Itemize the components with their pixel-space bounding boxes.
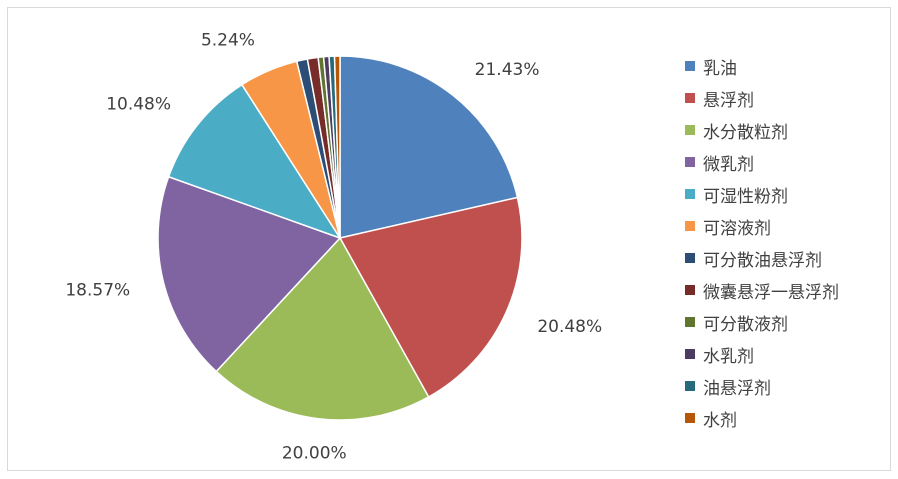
legend-item: 乳油 bbox=[685, 50, 885, 82]
legend-swatch bbox=[685, 317, 695, 327]
legend-swatch bbox=[685, 221, 695, 231]
legend-item: 油悬浮剂 bbox=[685, 370, 885, 402]
legend-label: 可溶液剂 bbox=[703, 218, 771, 239]
pie-slice-5 bbox=[167, 83, 342, 240]
pie-slice-1 bbox=[339, 55, 519, 239]
legend-swatch bbox=[685, 349, 695, 359]
pie-slice-12 bbox=[333, 55, 341, 239]
legend-swatch bbox=[685, 381, 695, 391]
legend-item: 微乳剂 bbox=[685, 146, 885, 178]
legend-item: 可溶液剂 bbox=[685, 210, 885, 242]
legend-item: 悬浮剂 bbox=[685, 82, 885, 114]
pie-data-label-1: 21.43% bbox=[475, 60, 540, 80]
legend-label: 水乳剂 bbox=[703, 346, 754, 367]
pie-slice-3 bbox=[215, 236, 430, 421]
legend-label: 可分散液剂 bbox=[703, 314, 788, 335]
legend-item: 水剂 bbox=[685, 402, 885, 434]
legend-label: 可分散油悬浮剂 bbox=[703, 250, 822, 271]
legend-label: 乳油 bbox=[703, 58, 737, 79]
legend-label: 悬浮剂 bbox=[703, 90, 754, 111]
legend-swatch bbox=[685, 285, 695, 295]
legend-label: 微乳剂 bbox=[703, 154, 754, 175]
legend-label: 油悬浮剂 bbox=[703, 378, 771, 399]
pie-slice-4 bbox=[157, 175, 342, 373]
legend-swatch bbox=[685, 189, 695, 199]
legend-label: 水剂 bbox=[703, 410, 737, 431]
legend-swatch bbox=[685, 253, 695, 263]
legend-item: 水分散粒剂 bbox=[685, 114, 885, 146]
pie-slice-2 bbox=[338, 196, 523, 398]
pie-data-label-5: 10.48% bbox=[106, 94, 171, 114]
legend-item: 可湿性粉剂 bbox=[685, 178, 885, 210]
pie-data-label-4: 18.57% bbox=[65, 280, 130, 300]
legend-item: 可分散液剂 bbox=[685, 306, 885, 338]
legend-label: 水分散粒剂 bbox=[703, 122, 788, 143]
legend-swatch bbox=[685, 413, 695, 423]
chart-legend: 乳油悬浮剂水分散粒剂微乳剂可湿性粉剂可溶液剂可分散油悬浮剂 微囊悬浮一悬浮剂 可分散… bbox=[685, 50, 885, 434]
pie-data-label-3: 20.00% bbox=[282, 443, 347, 463]
pie-data-label-6: 5.24% bbox=[201, 30, 255, 50]
legend-swatch bbox=[685, 157, 695, 167]
legend-label: 可湿性粉剂 bbox=[703, 186, 788, 207]
legend-item: 可分散油悬浮剂 bbox=[685, 242, 885, 274]
pie-slices bbox=[157, 55, 523, 421]
legend-swatch bbox=[685, 93, 695, 103]
legend-swatch bbox=[685, 61, 695, 71]
pie-data-label-2: 20.48% bbox=[537, 317, 602, 337]
legend-item: 微囊悬浮一悬浮剂 bbox=[685, 274, 885, 306]
legend-label: 微囊悬浮一悬浮剂 bbox=[703, 282, 839, 303]
pie-data-labels: 21.43% 20.48% 20.00% 18.57% 10.48% 5.24% bbox=[65, 30, 602, 463]
legend-swatch bbox=[685, 125, 695, 135]
legend-item: 水乳剂 bbox=[685, 338, 885, 370]
